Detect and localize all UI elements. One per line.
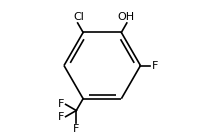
Text: F: F (58, 99, 64, 109)
Text: F: F (151, 61, 158, 71)
Text: Cl: Cl (74, 12, 84, 22)
Text: F: F (58, 112, 64, 122)
Text: F: F (73, 124, 79, 134)
Text: OH: OH (117, 12, 134, 22)
